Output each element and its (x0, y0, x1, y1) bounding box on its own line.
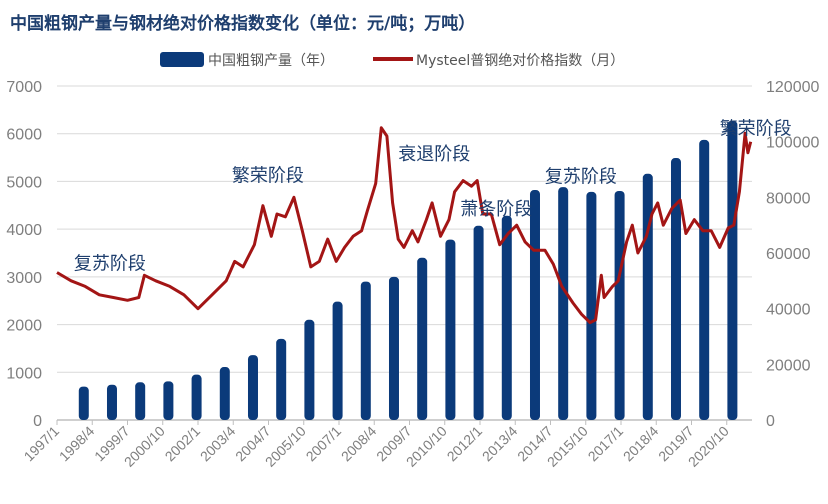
bar-2016 (614, 190, 625, 420)
bar-2007 (360, 281, 371, 420)
bar-2020 (727, 120, 738, 421)
x-axis-tick-label: 2007/1 (303, 423, 345, 465)
bar-2010 (445, 239, 456, 420)
x-axis-tick-label: 1998/4 (56, 423, 98, 465)
right-axis-tick-label: 20000 (766, 357, 811, 374)
legend-bar-label: 中国粗钢产量（年） (208, 53, 334, 69)
right-axis-tick-label: 60000 (766, 246, 811, 263)
left-axis-tick-label: 2000 (6, 318, 42, 335)
bar-2012 (501, 215, 512, 420)
left-axis-tick-label: 6000 (6, 127, 42, 144)
price-index-line (56, 126, 753, 325)
legend-bar-swatch (160, 52, 204, 67)
x-axis-tick-label: 2018/4 (620, 423, 662, 465)
bar-2017 (642, 173, 653, 420)
chart-title: 中国粗钢产量与钢材绝对价格指数变化（单位：元/吨；万吨） (10, 14, 476, 34)
phase-annotation: 衰退阶段 (398, 144, 470, 165)
left-axis-tick-label: 5000 (6, 174, 42, 191)
right-axis-tick-label: 80000 (766, 190, 811, 207)
bar-1997 (78, 386, 89, 420)
phase-annotation: 繁荣阶段 (720, 119, 792, 140)
bar-2002 (219, 367, 230, 420)
bar-2006 (332, 301, 343, 420)
bar-2001 (191, 374, 202, 420)
bar-2003 (247, 355, 258, 420)
bar-2009 (417, 257, 428, 420)
right-axis-tick-label: 40000 (766, 302, 811, 319)
bar-2005 (304, 319, 315, 420)
bar-2013 (529, 190, 540, 420)
phase-annotation: 复苏阶段 (74, 254, 146, 275)
x-axis-tick-label: 2012/1 (444, 423, 486, 465)
x-axis-tick-label: 2003/4 (197, 423, 239, 465)
bar-2018 (670, 158, 681, 420)
left-axis-tick-label: 7000 (6, 79, 42, 96)
legend-line-swatch (373, 57, 413, 61)
bar-2000 (163, 381, 174, 420)
bar-2015 (586, 191, 597, 420)
x-axis-tick-label: 2002/1 (162, 423, 204, 465)
x-axis-tick-label: 2008/4 (338, 423, 380, 465)
phase-annotation: 复苏阶段 (545, 166, 617, 187)
x-axis-tick-label: 2013/4 (479, 423, 521, 465)
left-axis-tick-label: 3000 (6, 270, 42, 287)
phase-annotation: 繁荣阶段 (232, 165, 304, 186)
bar-2008 (388, 276, 399, 420)
bar-1998 (106, 384, 117, 420)
bar-2011 (473, 225, 484, 420)
bar-2014 (558, 187, 569, 420)
phase-annotation: 萧条阶段 (460, 199, 532, 220)
right-axis-tick-label: 0 (766, 413, 775, 430)
bar-1999 (135, 382, 146, 420)
left-axis-tick-label: 4000 (6, 222, 42, 239)
legend-line-label: Mysteel普钢绝对价格指数（月） (416, 53, 624, 69)
right-axis-tick-label: 120000 (766, 79, 819, 96)
bar-2019 (699, 139, 710, 420)
left-axis-tick-label: 0 (33, 413, 42, 430)
right-axis-tick-label: 100000 (766, 135, 819, 152)
x-axis-tick-label: 2017/1 (585, 423, 627, 465)
bar-2004 (276, 338, 287, 420)
left-axis-tick-label: 1000 (6, 365, 42, 382)
